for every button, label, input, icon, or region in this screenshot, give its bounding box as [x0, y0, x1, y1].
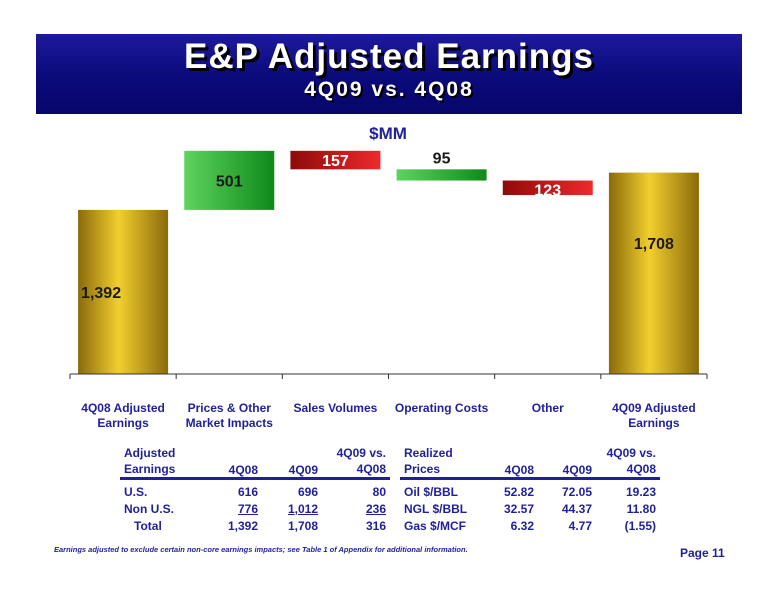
value-label-1: 501: [216, 173, 243, 190]
earnings-table: Adjusted Earnings 4Q08 4Q09 4Q09 vs. 4Q08 …: [120, 445, 390, 534]
header-4q08: 4Q08: [228, 463, 258, 477]
units-label: $MM: [369, 124, 407, 143]
footnote: Earnings adjusted to exclude certain non…: [54, 545, 468, 554]
header-4q09: 4Q09: [288, 463, 318, 477]
value-label-4: 123: [534, 183, 561, 200]
cell: 80: [372, 484, 386, 499]
cell: 316: [365, 518, 386, 533]
value-label-0: 1,392: [81, 285, 121, 302]
header-label: Adjusted Earnings: [124, 446, 176, 476]
table-row: Oil $/BBL 52.82 72.05 19.23: [400, 479, 660, 501]
cell: 44.37: [561, 501, 592, 516]
table-row: Total 1,392 1,708 316: [120, 517, 390, 534]
value-label-2: 157: [322, 153, 349, 170]
cell: 32.57: [503, 501, 534, 516]
header-4q08: 4Q08: [504, 463, 534, 477]
cell: 236: [365, 501, 386, 516]
table-row: Gas $/MCF 6.32 4.77 (1.55): [400, 517, 660, 534]
header-change: 4Q09 vs. 4Q08: [336, 446, 386, 476]
cell: 19.23: [625, 484, 656, 499]
table-row: U.S. 616 696 80: [120, 479, 390, 501]
cell: 1,392: [227, 518, 258, 533]
cell: 52.82: [503, 484, 534, 499]
category-label-0: 4Q08 Adjusted Earnings: [81, 401, 165, 430]
table-header: Adjusted Earnings 4Q08 4Q09 4Q09 vs. 4Q08: [120, 445, 390, 479]
cell: 1,708: [287, 518, 318, 533]
bar-4: [502, 180, 593, 196]
bar-0: [78, 209, 169, 374]
cell: 776: [237, 501, 258, 516]
table-row: Non U.S. 776 1,012 236: [120, 500, 390, 517]
category-label-3: Operating Costs: [394, 401, 489, 415]
bar-5: [608, 172, 699, 374]
category-label-4: Other: [531, 401, 564, 415]
row-label: Gas $/MCF: [404, 518, 467, 533]
row-label: NGL $/BBL: [404, 501, 468, 516]
header-change: 4Q09 vs. 4Q08: [606, 446, 656, 476]
slide-subtitle: 4Q09 vs. 4Q08: [304, 78, 474, 101]
slide-title: E&P Adjusted Earnings: [184, 37, 594, 76]
value-label-3: 95: [433, 150, 451, 167]
header-label: Realized Prices: [404, 446, 453, 476]
category-label-2: Sales Volumes: [293, 401, 378, 415]
cell: 6.32: [510, 518, 534, 533]
bar-3: [396, 169, 487, 181]
bar-1: [184, 150, 275, 210]
row-label: U.S.: [124, 484, 148, 499]
cell: 616: [237, 484, 258, 499]
row-label: Oil $/BBL: [404, 484, 459, 499]
cell: (1.55): [624, 518, 656, 533]
title-banner: E&P Adjusted Earnings 4Q09 vs. 4Q08: [36, 34, 742, 114]
prices-table: Realized Prices 4Q08 4Q09 4Q09 vs. 4Q08 Oi…: [400, 445, 660, 534]
table-row: NGL $/BBL 32.57 44.37 11.80: [400, 500, 660, 517]
table-header: Realized Prices 4Q08 4Q09 4Q09 vs. 4Q08: [400, 445, 660, 479]
value-label-5: 1,708: [634, 236, 674, 253]
cell: 11.80: [626, 501, 656, 516]
cell: 696: [297, 484, 318, 499]
cell: 72.05: [561, 484, 592, 499]
header-4q09: 4Q09: [562, 463, 592, 477]
bar-2: [290, 150, 381, 170]
cell: 1,012: [287, 501, 318, 516]
category-label-1: Prices & Other Market Impacts: [185, 401, 273, 430]
cell: 4.77: [568, 518, 592, 533]
page-number: Page 11: [680, 546, 725, 560]
category-label-5: 4Q09 Adjusted Earnings: [612, 401, 696, 430]
row-label: Non U.S.: [124, 501, 174, 516]
row-label: Total: [134, 518, 162, 533]
